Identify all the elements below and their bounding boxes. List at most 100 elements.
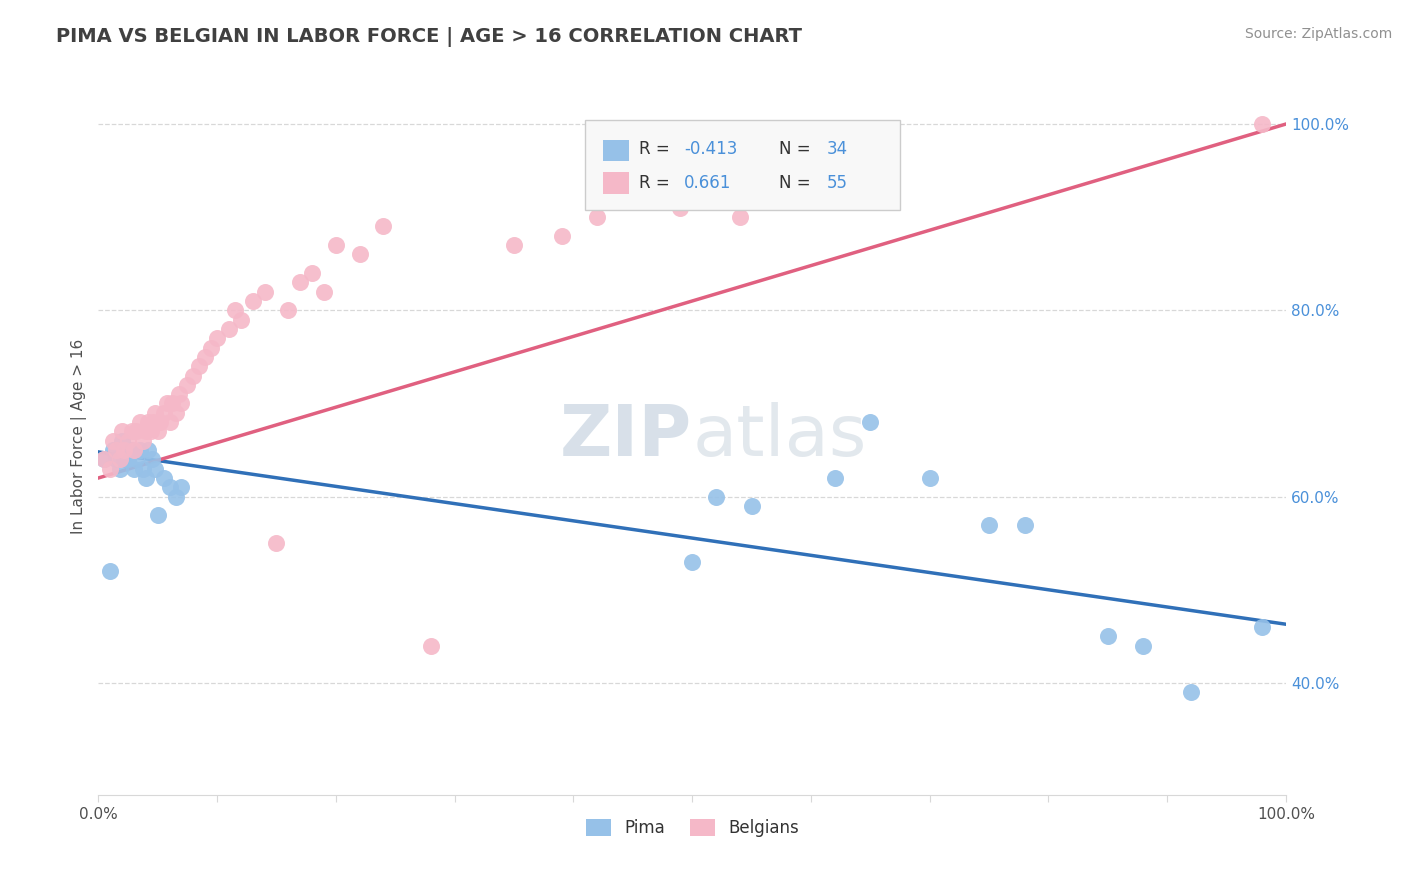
Point bbox=[135, 471, 157, 485]
Point bbox=[253, 285, 276, 299]
Point bbox=[108, 452, 131, 467]
Point bbox=[132, 434, 155, 448]
Point bbox=[159, 415, 181, 429]
Point bbox=[121, 425, 143, 439]
Point bbox=[194, 350, 217, 364]
Point bbox=[101, 434, 124, 448]
Point bbox=[146, 425, 169, 439]
Point bbox=[152, 406, 174, 420]
Text: atlas: atlas bbox=[692, 401, 866, 471]
Point bbox=[704, 490, 727, 504]
Point bbox=[503, 238, 526, 252]
Text: 55: 55 bbox=[827, 174, 848, 192]
Point bbox=[550, 228, 572, 243]
Bar bbox=[603, 172, 630, 194]
Point bbox=[167, 387, 190, 401]
Point bbox=[176, 377, 198, 392]
Text: N =: N = bbox=[779, 174, 815, 192]
Text: PIMA VS BELGIAN IN LABOR FORCE | AGE > 16 CORRELATION CHART: PIMA VS BELGIAN IN LABOR FORCE | AGE > 1… bbox=[56, 27, 803, 46]
Point bbox=[205, 331, 228, 345]
Point bbox=[111, 425, 134, 439]
Point bbox=[312, 285, 335, 299]
Point bbox=[977, 517, 1000, 532]
Point bbox=[183, 368, 205, 383]
Text: -0.413: -0.413 bbox=[683, 140, 737, 158]
Point bbox=[188, 359, 211, 374]
Point bbox=[143, 461, 166, 475]
Point bbox=[859, 415, 882, 429]
Point bbox=[135, 425, 157, 439]
Point bbox=[918, 471, 941, 485]
Point bbox=[101, 443, 124, 458]
Text: N =: N = bbox=[779, 140, 815, 158]
Point bbox=[170, 480, 193, 494]
Point bbox=[741, 499, 763, 513]
Point bbox=[170, 396, 193, 410]
Point bbox=[229, 312, 252, 326]
Point bbox=[105, 443, 128, 458]
Point bbox=[242, 293, 264, 308]
Point bbox=[621, 192, 644, 206]
Point bbox=[98, 461, 121, 475]
Point bbox=[266, 536, 288, 550]
Point bbox=[325, 238, 347, 252]
Text: 0.661: 0.661 bbox=[683, 174, 731, 192]
Point bbox=[681, 555, 703, 569]
Point bbox=[165, 490, 187, 504]
Point bbox=[114, 443, 136, 458]
Point bbox=[139, 425, 162, 439]
Point bbox=[122, 443, 145, 458]
Point bbox=[142, 415, 165, 429]
Point bbox=[146, 508, 169, 523]
Point bbox=[159, 480, 181, 494]
Point bbox=[669, 201, 692, 215]
Text: R =: R = bbox=[638, 174, 675, 192]
Point bbox=[93, 452, 115, 467]
Text: Source: ZipAtlas.com: Source: ZipAtlas.com bbox=[1244, 27, 1392, 41]
Point bbox=[108, 461, 131, 475]
Point bbox=[93, 452, 115, 467]
Point bbox=[1251, 620, 1274, 634]
Point bbox=[218, 322, 240, 336]
Point bbox=[156, 396, 179, 410]
Point bbox=[152, 471, 174, 485]
Point bbox=[1097, 629, 1119, 643]
Point bbox=[122, 461, 145, 475]
Point bbox=[728, 210, 751, 224]
Point bbox=[111, 434, 134, 448]
Legend: Pima, Belgians: Pima, Belgians bbox=[579, 813, 806, 844]
Point bbox=[121, 443, 143, 458]
Point bbox=[373, 219, 395, 234]
Point bbox=[586, 210, 609, 224]
Text: ZIP: ZIP bbox=[560, 401, 692, 471]
Point bbox=[114, 452, 136, 467]
Point bbox=[129, 443, 152, 458]
Point bbox=[290, 276, 312, 290]
Point bbox=[117, 434, 139, 448]
Text: R =: R = bbox=[638, 140, 675, 158]
Text: 34: 34 bbox=[827, 140, 848, 158]
Point bbox=[105, 452, 128, 467]
Point bbox=[349, 247, 371, 261]
Point bbox=[136, 443, 159, 458]
Point bbox=[141, 452, 163, 467]
Point bbox=[160, 396, 183, 410]
Point bbox=[1132, 639, 1154, 653]
Point bbox=[301, 266, 323, 280]
Point bbox=[419, 639, 441, 653]
Point bbox=[149, 415, 172, 429]
Point bbox=[1014, 517, 1036, 532]
Point bbox=[125, 452, 148, 467]
Point bbox=[117, 452, 139, 467]
Point bbox=[143, 406, 166, 420]
Point bbox=[824, 471, 846, 485]
Point bbox=[165, 406, 187, 420]
Bar bbox=[603, 140, 630, 161]
Point bbox=[224, 303, 246, 318]
Point bbox=[136, 415, 159, 429]
Point bbox=[125, 425, 148, 439]
Point bbox=[98, 564, 121, 578]
Point bbox=[129, 415, 152, 429]
Point bbox=[200, 341, 222, 355]
Y-axis label: In Labor Force | Age > 16: In Labor Force | Age > 16 bbox=[72, 338, 87, 533]
